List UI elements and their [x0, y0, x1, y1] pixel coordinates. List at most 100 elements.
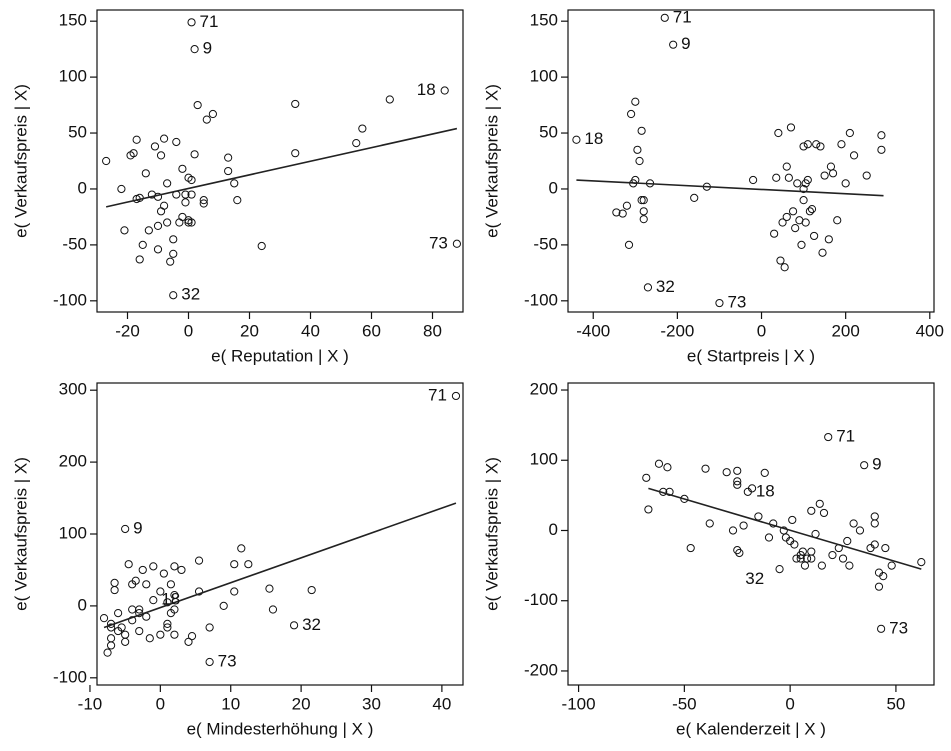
point-label: 71: [836, 427, 855, 446]
x-tick-label: 20: [240, 321, 259, 340]
data-point: [244, 560, 253, 569]
data-point: [833, 216, 842, 225]
data-point: [230, 179, 239, 188]
data-point: [160, 134, 169, 143]
data-point: [877, 624, 886, 633]
data-point: [181, 198, 190, 207]
point-label: 9: [133, 518, 142, 537]
data-point: [169, 291, 178, 300]
data-point: [775, 565, 784, 574]
y-axis-label: e( Verkaufspreis | X): [482, 84, 501, 238]
data-point: [194, 556, 204, 565]
y-tick-label: 100: [59, 67, 87, 86]
data-point: [778, 218, 787, 227]
data-point: [819, 508, 829, 518]
point-label: 9: [203, 39, 212, 58]
x-tick-label: 0: [785, 694, 794, 713]
data-point: [177, 565, 186, 575]
data-point: [624, 240, 634, 249]
y-tick-label: 100: [530, 450, 558, 469]
data-point: [828, 169, 838, 178]
data-point: [800, 561, 810, 570]
data-point: [184, 218, 193, 227]
data-point: [208, 109, 217, 119]
data-point: [817, 561, 826, 570]
data-point: [812, 140, 821, 149]
data-point: [807, 204, 817, 214]
data-point: [772, 173, 781, 182]
x-tick-label: 200: [831, 321, 859, 340]
data-point: [828, 550, 837, 560]
data-point: [784, 173, 793, 182]
data-point: [149, 562, 158, 571]
data-point: [358, 124, 367, 133]
data-point: [637, 196, 646, 205]
data-point: [138, 565, 147, 575]
data-point: [639, 196, 648, 205]
y-tick-label: -200: [524, 660, 558, 679]
y-tick-label: 100: [59, 523, 87, 542]
data-point: [793, 179, 802, 188]
plot-frame: [567, 9, 935, 313]
data-point: [690, 193, 699, 203]
data-point: [642, 473, 651, 482]
data-point: [637, 126, 646, 135]
data-point: [764, 533, 774, 542]
x-tick-label: -20: [115, 321, 140, 340]
data-point: [153, 221, 163, 230]
data-point: [110, 578, 119, 587]
y-tick-label: 50: [68, 123, 87, 142]
y-axis-label: e( Verkaufspreis | X): [482, 457, 501, 611]
data-point: [739, 521, 748, 530]
data-point: [705, 519, 714, 528]
data-point: [633, 145, 642, 154]
data-point: [843, 536, 852, 546]
point-label: 73: [218, 651, 237, 670]
data-point: [99, 614, 109, 623]
data-point: [103, 648, 112, 657]
data-point: [135, 605, 144, 614]
data-point: [799, 142, 808, 151]
y-tick-label: -100: [53, 667, 87, 686]
y-tick-label: 0: [78, 595, 87, 614]
data-point: [782, 162, 791, 171]
data-point: [845, 561, 854, 570]
plot-frame: [96, 382, 464, 686]
y-tick-label: 50: [539, 123, 558, 142]
data-point: [760, 468, 769, 477]
data-point: [163, 619, 172, 628]
panel: -20 0 20 40 60 80 -100 -50 0 50 100 150 e( Reputatio…: [11, 9, 464, 365]
data-point: [128, 605, 137, 614]
data-point: [820, 171, 829, 180]
data-point: [849, 519, 858, 528]
data-point: [799, 184, 808, 194]
x-tick-label: -100: [562, 694, 596, 713]
y-axis-label: e( Verkaufspreis | X): [11, 84, 30, 238]
data-point: [788, 207, 798, 216]
data-point: [199, 196, 208, 205]
data-point: [776, 256, 785, 265]
data-point: [870, 519, 879, 528]
data-point: [644, 505, 653, 514]
x-tick-label: 400: [916, 321, 944, 340]
data-point: [797, 240, 806, 249]
data-point: [715, 298, 724, 308]
data-point: [163, 623, 172, 632]
data-point: [160, 201, 169, 210]
data-point: [802, 554, 812, 563]
data-point: [291, 99, 300, 109]
data-point: [790, 540, 799, 549]
data-point: [102, 156, 111, 166]
point-label: 71: [200, 12, 219, 31]
x-axis-label: e( Reputation | X ): [211, 346, 349, 365]
plot-frame: [96, 9, 464, 313]
point-label: 32: [302, 615, 321, 634]
data-point: [156, 630, 165, 639]
data-point: [257, 241, 266, 251]
data-point: [654, 459, 664, 468]
data-point: [643, 283, 653, 292]
point-label: 9: [872, 455, 881, 474]
x-tick-label: 10: [221, 694, 240, 713]
